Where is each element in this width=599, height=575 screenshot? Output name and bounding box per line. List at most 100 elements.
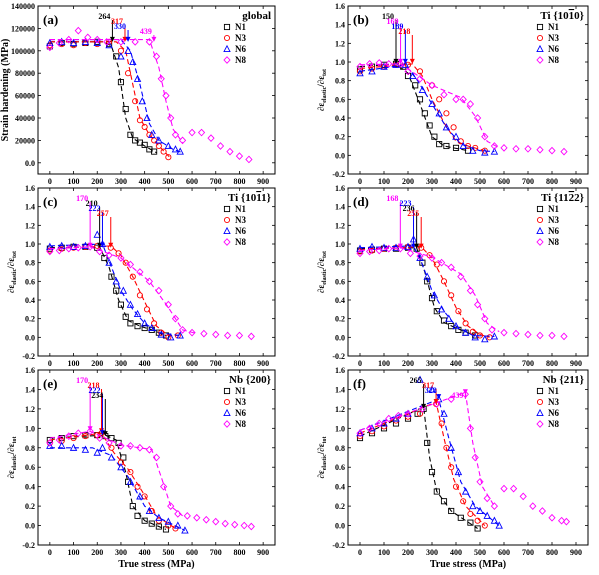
data-point-N8 — [394, 411, 403, 420]
x-tick-label: 200 — [402, 359, 414, 368]
data-point-N8 — [200, 329, 208, 338]
data-point-N8 — [93, 35, 101, 44]
threshold-arrow-N3: 255 — [407, 209, 424, 249]
data-point-N1 — [443, 142, 450, 150]
data-point-N6 — [155, 513, 163, 521]
x-tick-label: 300 — [426, 177, 438, 186]
data-point-N8 — [428, 81, 436, 90]
data-point-N1 — [428, 469, 436, 476]
legend-marker-N1 — [223, 205, 231, 213]
data-point-N3 — [127, 469, 134, 476]
arrow-head — [421, 403, 427, 409]
y-tick-label: -0.2 — [332, 541, 345, 550]
y-tick-label: 1.2 — [335, 39, 345, 48]
legend-label-N6: N6 — [235, 408, 246, 418]
data-point-N8 — [126, 260, 135, 269]
panel-d: 0 100 200 300 400 500 600 700 800 900 -0.2 0.0 0.2 0.… — [316, 184, 589, 368]
legend-label-N1: N1 — [235, 386, 246, 396]
data-point-N6 — [69, 443, 78, 451]
data-point-N8 — [440, 90, 448, 99]
data-point-N6 — [428, 99, 436, 108]
arrow-head — [402, 58, 408, 64]
x-tick-label: 700 — [210, 177, 222, 186]
y-tick-label: 0.4 — [25, 296, 35, 305]
data-point-N6 — [171, 145, 180, 153]
data-point-N8 — [396, 244, 404, 253]
arrow-head — [414, 243, 420, 249]
legend-marker-N3 — [536, 34, 544, 42]
fit-line-N6 — [49, 447, 186, 531]
y-tick-label: 1.0 — [25, 240, 35, 249]
data-point-N8 — [481, 132, 489, 141]
y-axis-label: ∂εelastic/∂εtot — [316, 251, 328, 293]
legend-marker-N1 — [536, 23, 544, 31]
arrow-label: 218 — [398, 27, 410, 36]
y-tick-label: 1.2 — [335, 405, 345, 414]
data-point-N1 — [457, 514, 464, 521]
arrow-label: 222 — [88, 204, 100, 213]
arrow-label: 236 — [403, 204, 415, 213]
data-point-N1 — [452, 144, 460, 151]
data-point-N1 — [440, 498, 448, 505]
legend-label-N6: N6 — [548, 44, 559, 54]
y-tick-label: 1.6 — [25, 184, 35, 193]
data-point-N8 — [145, 445, 154, 454]
data-point-N8 — [512, 144, 520, 153]
data-point-N8 — [221, 519, 229, 528]
legend-label-N8: N8 — [548, 237, 559, 247]
legend-marker-N3 — [536, 216, 544, 224]
data-point-N8 — [247, 332, 255, 341]
y-tick-label: 0.6 — [335, 463, 345, 472]
data-point-N6 — [454, 467, 463, 476]
x-tick-label: 600 — [498, 359, 510, 368]
x-tick-label: 600 — [186, 359, 198, 368]
threshold-arrow-N1: 264 — [98, 12, 115, 42]
y-tick-label: 0.4 — [335, 296, 345, 305]
data-point-N1 — [426, 122, 433, 129]
threshold-arrow-N8: 170 — [76, 194, 93, 248]
series-N6 — [46, 37, 184, 155]
legend-marker-N8 — [223, 420, 231, 428]
fit-line-N8 — [49, 39, 184, 143]
data-point-N8 — [245, 155, 253, 164]
data-point-N8 — [356, 249, 364, 258]
x-tick-label: 300 — [115, 548, 127, 557]
data-point-N8 — [152, 52, 161, 61]
data-point-N6 — [98, 443, 107, 451]
x-tick-label: 900 — [257, 177, 269, 186]
y-tick-label: 0.8 — [25, 259, 35, 268]
y-tick-label: 0.8 — [335, 77, 345, 86]
data-point-N8 — [529, 502, 537, 510]
arrow-label: 189 — [391, 22, 403, 31]
legend-label-N8: N8 — [548, 55, 559, 65]
y-tick-label: 0.2 — [335, 133, 345, 142]
fit-line-N1 — [49, 434, 167, 530]
data-point-N8 — [212, 330, 220, 339]
data-point-N1 — [108, 273, 115, 280]
data-point-N6 — [401, 60, 410, 68]
data-point-N6 — [495, 521, 503, 529]
data-point-N3 — [448, 292, 455, 299]
data-point-N6 — [46, 38, 54, 47]
data-point-N8 — [74, 429, 82, 438]
legend-label-N1: N1 — [235, 22, 246, 32]
x-tick-label: 700 — [522, 548, 534, 557]
y-tick-label: 0.0 — [25, 522, 35, 531]
y-axis-label: ∂εelastic/∂εtot — [316, 436, 328, 478]
data-point-N8 — [365, 424, 374, 433]
data-point-N1 — [134, 512, 141, 519]
data-point-N6 — [476, 506, 484, 515]
data-point-N6 — [368, 67, 376, 75]
y-tick-label: 1.2 — [25, 405, 35, 414]
legend-label-N3: N3 — [235, 397, 246, 407]
arrow-label: 328 — [425, 386, 437, 395]
data-point-N3 — [433, 261, 440, 268]
x-tick-label: 600 — [186, 548, 198, 557]
legend-marker-N3 — [223, 34, 231, 42]
y-tick-label: 1.0 — [335, 58, 345, 67]
legend-marker-N1 — [223, 23, 231, 31]
data-point-N6 — [447, 443, 455, 451]
fit-line-N8 — [359, 63, 500, 149]
data-point-N6 — [107, 453, 116, 461]
